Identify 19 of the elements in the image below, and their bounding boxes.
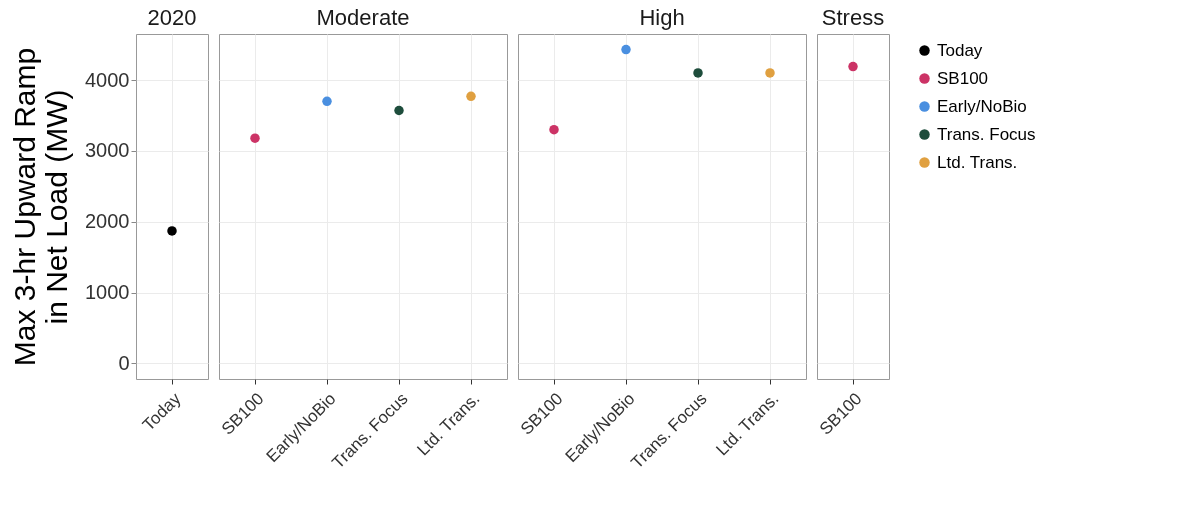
chart-title: High	[639, 5, 685, 30]
y-tick-label: 0	[118, 351, 130, 374]
chart-title: Moderate	[316, 5, 410, 30]
point	[394, 105, 404, 116]
point	[250, 133, 260, 143]
legend-label: Trans. Focus	[937, 124, 1036, 144]
legend-label: Early/NoBio	[937, 96, 1027, 116]
y-tick-label: 1000	[85, 281, 130, 304]
point	[322, 96, 332, 107]
legend-label: Ltd. Trans.	[937, 152, 1018, 172]
legend-label: Today	[937, 40, 983, 60]
point	[466, 91, 476, 102]
chart-title: Stress	[821, 5, 885, 30]
y-axis-title: Max 3-hr Upward Ramp in Net Load (MW)	[8, 47, 74, 367]
chart-title: 2020	[147, 5, 197, 30]
y-tick-label: 3000	[85, 139, 130, 162]
y-tick-label: 2000	[85, 210, 130, 233]
y-tick-label: 4000	[85, 68, 130, 91]
legend-label: SB100	[937, 68, 989, 88]
